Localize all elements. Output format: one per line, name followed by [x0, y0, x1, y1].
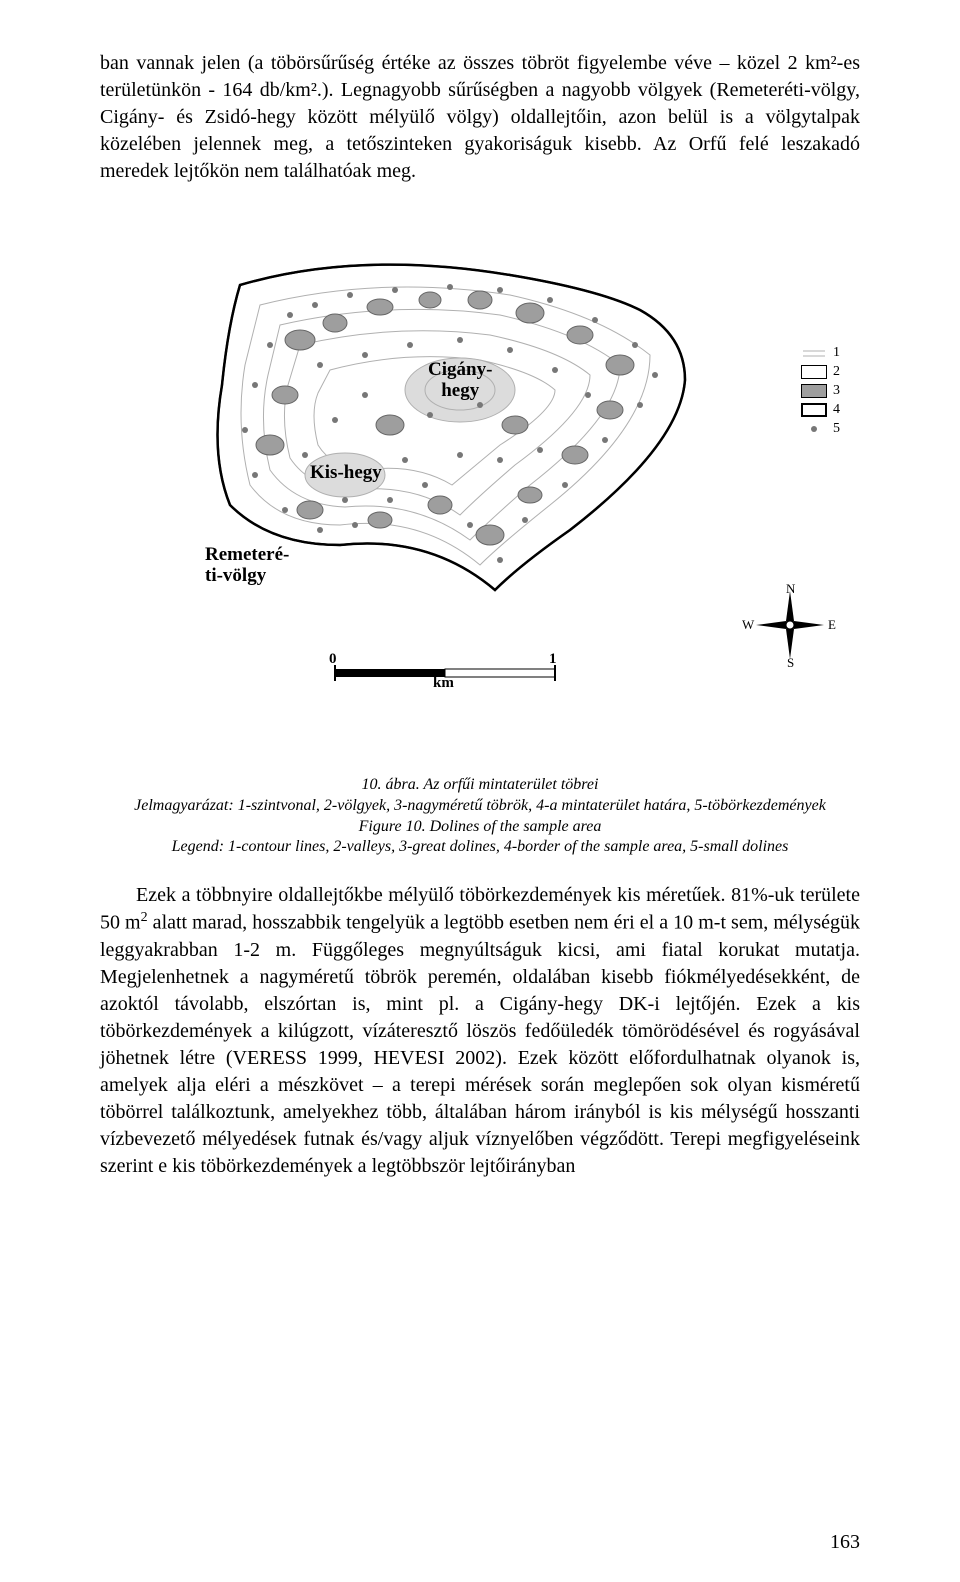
- legend-row-5: 5: [801, 421, 840, 437]
- legend-3: 3: [833, 383, 840, 399]
- paragraph-1-text: ban vannak jelen (a töbörsűrűség értéke …: [100, 52, 860, 182]
- page-number: 163: [830, 1531, 860, 1554]
- legend-row-2: 2: [801, 364, 840, 380]
- legend-row-4: 4: [801, 402, 840, 418]
- paragraph-1: ban vannak jelen (a töbörsűrűség értéke …: [100, 50, 860, 185]
- compass-n: N: [786, 581, 795, 597]
- legend-5: 5: [833, 421, 840, 437]
- caption-legend-en: Legend: 1-contour lines, 2-valleys, 3-gr…: [100, 837, 860, 858]
- sup-2: 2: [141, 910, 148, 925]
- legend-row-3: 3: [801, 383, 840, 399]
- label-remetereti-l2: ti-völgy: [205, 565, 266, 586]
- legend-4: 4: [833, 402, 840, 418]
- scale-unit: km: [433, 675, 454, 692]
- scale-1: 1: [549, 651, 557, 668]
- scale-0: 0: [329, 651, 337, 668]
- compass-s: S: [787, 655, 794, 671]
- map-area: Cigány- hegy Kis-hegy Remeteré- ti-völgy…: [180, 245, 800, 685]
- label-cigany-l2: hegy: [441, 380, 479, 401]
- compass-rose-icon: N E S W: [750, 585, 830, 665]
- label-kis: Kis-hegy: [310, 462, 382, 483]
- figure-10-map: Cigány- hegy Kis-hegy Remeteré- ti-völgy…: [100, 245, 860, 745]
- caption-legend-hu: Jelmagyarázat: 1-szintvonal, 2-völgyek, …: [100, 796, 860, 817]
- legend-row-1: 1: [801, 345, 840, 361]
- figure-caption: 10. ábra. Az orfűi mintaterület töbrei J…: [100, 775, 860, 858]
- compass-e: E: [828, 617, 836, 633]
- compass-w: W: [742, 617, 754, 633]
- label-kis-hegy: Kis-hegy: [310, 463, 382, 484]
- label-remetereti-l1: Remeteré-: [205, 544, 289, 565]
- label-cigany-hegy: Cigány- hegy: [428, 360, 492, 402]
- paragraph-2: Ezek a többnyire oldallejtőkbe mélyülő t…: [100, 882, 860, 1180]
- paragraph-2b: alatt marad, hosszabbik tengelyük a legt…: [100, 912, 860, 1177]
- caption-fig-hu: 10. ábra. Az orfűi mintaterület töbrei: [100, 775, 860, 796]
- scale-bar: 0 1 km: [325, 661, 575, 691]
- legend-2: 2: [833, 364, 840, 380]
- label-cigany-l1: Cigány-: [428, 359, 492, 380]
- legend-1: 1: [833, 345, 840, 361]
- caption-fig-en: Figure 10. Dolines of the sample area: [100, 817, 860, 838]
- map-legend: 1 2 3 4 5: [801, 345, 840, 440]
- label-remetereti: Remeteré- ti-völgy: [205, 545, 289, 587]
